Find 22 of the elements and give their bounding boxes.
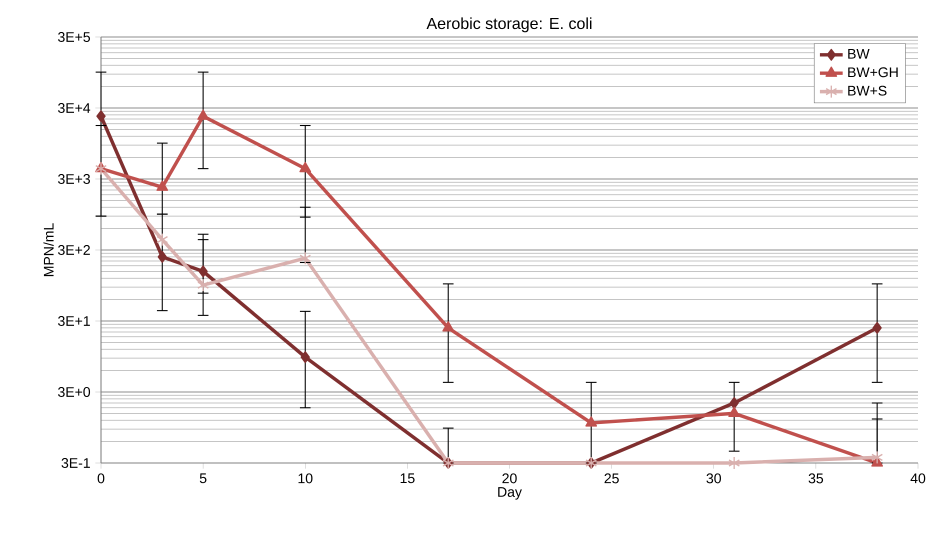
x-tick-label: 15: [400, 473, 415, 484]
y-axis-title: MPN/mL: [43, 223, 54, 276]
legend-label: BW+GH: [848, 67, 898, 78]
y-tick-label: 3E-1: [62, 458, 90, 468]
legend-label: BW: [848, 49, 870, 59]
y-tick-label: 3E+2: [58, 245, 90, 255]
x-tick-label: 30: [706, 473, 721, 484]
legend-label: BW+S: [848, 86, 887, 96]
y-tick-label: 3E+1: [58, 316, 90, 326]
x-tick-label: 20: [502, 473, 517, 484]
y-tick-label: 3E+3: [58, 174, 90, 184]
chart-title: Aerobic storage: E. coli: [426, 17, 592, 32]
x-tick-label: 35: [808, 473, 824, 484]
x-tick-label: 0: [98, 473, 104, 484]
y-tick-label: 3E+4: [58, 103, 90, 113]
x-tick-label: 40: [910, 473, 926, 484]
y-tick-label: 3E+5: [58, 32, 90, 42]
y-tick-label: 3E+0: [58, 387, 90, 397]
x-tick-label: 5: [200, 473, 206, 484]
x-tick-label: 10: [298, 473, 312, 484]
x-axis-title: Day: [498, 487, 522, 500]
x-tick-label: 25: [604, 473, 619, 484]
